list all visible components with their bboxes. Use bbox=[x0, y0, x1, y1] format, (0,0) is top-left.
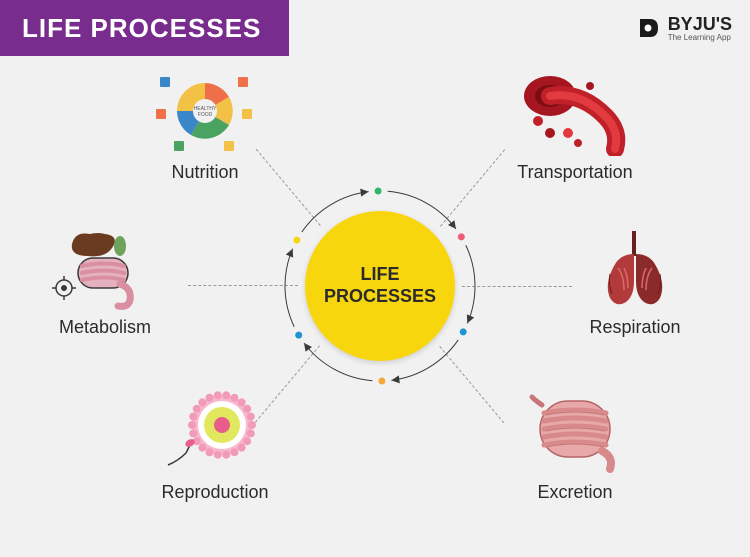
logo-icon bbox=[636, 15, 662, 41]
center-hub: LIFEPROCESSES bbox=[305, 211, 455, 361]
node-transportation: Transportation bbox=[500, 71, 650, 183]
transportation-icon bbox=[520, 71, 630, 156]
respiration-icon bbox=[580, 226, 690, 311]
logo-brand-text: BYJU'S bbox=[668, 14, 732, 35]
node-label-respiration: Respiration bbox=[589, 317, 680, 338]
node-label-excretion: Excretion bbox=[537, 482, 612, 503]
metabolism-icon bbox=[50, 226, 160, 311]
header: LIFE PROCESSES BYJU'S The Learning App bbox=[0, 0, 750, 56]
excretion-icon bbox=[520, 391, 630, 476]
node-metabolism: Metabolism bbox=[30, 226, 180, 338]
svg-text:FOOD: FOOD bbox=[198, 112, 213, 118]
brand-logo: BYJU'S The Learning App bbox=[636, 14, 732, 42]
node-respiration: Respiration bbox=[560, 226, 710, 338]
nutrition-icon: HEALTHY FOOD bbox=[150, 71, 260, 156]
node-nutrition: HEALTHY FOOD Nutrition bbox=[130, 71, 280, 183]
center-label-1: LIFE bbox=[360, 264, 399, 284]
node-label-metabolism: Metabolism bbox=[59, 317, 151, 338]
logo-tagline: The Learning App bbox=[668, 33, 731, 42]
node-excretion: Excretion bbox=[500, 391, 650, 503]
page-title: LIFE PROCESSES bbox=[0, 0, 289, 56]
diagram-canvas: LIFEPROCESSES HEALTHY FOOD Nutrition bbox=[0, 56, 750, 557]
node-reproduction: Reproduction bbox=[140, 391, 290, 503]
center-label-2: PROCESSES bbox=[324, 286, 436, 306]
node-label-transportation: Transportation bbox=[517, 162, 632, 183]
node-label-nutrition: Nutrition bbox=[171, 162, 238, 183]
reproduction-icon bbox=[160, 391, 270, 476]
node-label-reproduction: Reproduction bbox=[161, 482, 268, 503]
